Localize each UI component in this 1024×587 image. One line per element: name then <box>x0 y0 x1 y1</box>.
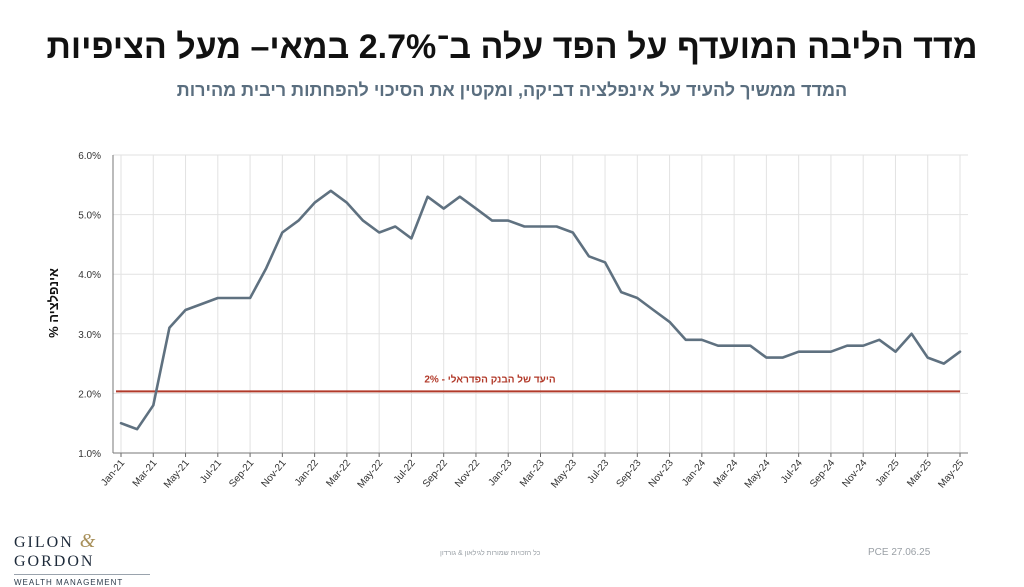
y-tick-label: 1.0% <box>78 449 101 460</box>
x-tick-label: Jan-24 <box>680 458 708 489</box>
series-group <box>119 189 962 431</box>
y-axis-ticks: 1.0% 2.0% 3.0% 4.0% 5.0% 6.0% <box>78 151 101 460</box>
y-axis-label: % אינפלציה <box>46 268 61 338</box>
x-tick-label: Jul-21 <box>198 458 224 486</box>
y-tick-label: 4.0% <box>78 270 101 281</box>
logo-left-text: GILON <box>14 534 74 551</box>
company-logo: GILON & GORDON WEALTH MANAGEMENT <box>14 530 164 587</box>
x-tick-label: Jan-23 <box>486 458 514 489</box>
x-tick-label: May-24 <box>743 458 773 491</box>
x-tick-label: Sep-22 <box>421 458 450 490</box>
x-tick-label: Sep-23 <box>614 458 643 490</box>
x-tick-label: Mar-24 <box>712 458 741 490</box>
x-tick-label: Jul-23 <box>585 458 611 486</box>
chart-axes <box>112 155 968 457</box>
x-axis-ticks: Jan-21 Mar-21 May-21 Jul-21 Sep-21 Nov-21 Jan-… <box>99 458 966 491</box>
x-tick-label: Jul-22 <box>392 458 418 486</box>
x-tick-label: Nov-24 <box>840 458 869 490</box>
x-tick-label: Nov-22 <box>453 458 482 490</box>
x-tick-label: Sep-24 <box>808 458 837 490</box>
x-tick-label: May-25 <box>936 458 966 491</box>
x-tick-label: Mar-25 <box>905 458 934 490</box>
logo-divider <box>14 574 150 575</box>
x-tick-label: Mar-21 <box>131 458 160 490</box>
x-tick-label: Jan-22 <box>293 458 321 489</box>
y-tick-label: 6.0% <box>78 151 101 162</box>
fed-target-line-group: היעד של הבנק הפדראלי - 2% <box>116 373 960 393</box>
x-tick-label: May-21 <box>162 458 192 491</box>
source-note: PCE 27.06.25 <box>868 547 931 558</box>
logo-right-text: GORDON <box>14 553 95 570</box>
y-tick-label: 3.0% <box>78 330 101 341</box>
x-tick-label: Jul-24 <box>779 458 805 486</box>
x-tick-label: Sep-21 <box>227 458 256 490</box>
x-tick-label: Jan-25 <box>874 458 902 489</box>
x-tick-label: Jan-21 <box>99 458 127 489</box>
chart-title: מדד הליבה המועדף על הפד עלה ב־2.7% במאי–… <box>46 28 978 66</box>
logo-subtitle: WEALTH MANAGEMENT <box>14 578 124 587</box>
chart-grid <box>113 154 968 454</box>
chart-subtitle: המדד ממשיך להעיד על אינפלציה דביקה, ומקט… <box>176 80 848 100</box>
core-pce-series-line <box>119 189 962 431</box>
x-tick-label: Mar-22 <box>324 458 353 490</box>
copyright-note: כל הזכויות שמורות לגילאון & גורדון <box>440 550 541 557</box>
x-tick-label: Nov-23 <box>647 458 676 490</box>
y-tick-label: 2.0% <box>78 389 101 400</box>
x-tick-label: Mar-23 <box>518 458 547 490</box>
x-tick-label: Nov-21 <box>259 458 288 490</box>
fed-target-label: היעד של הבנק הפדראלי - 2% <box>424 373 555 385</box>
logo-ampersand: & <box>79 530 98 552</box>
x-tick-label: May-22 <box>356 458 386 491</box>
y-tick-label: 5.0% <box>78 211 101 222</box>
x-tick-label: May-23 <box>549 458 579 491</box>
